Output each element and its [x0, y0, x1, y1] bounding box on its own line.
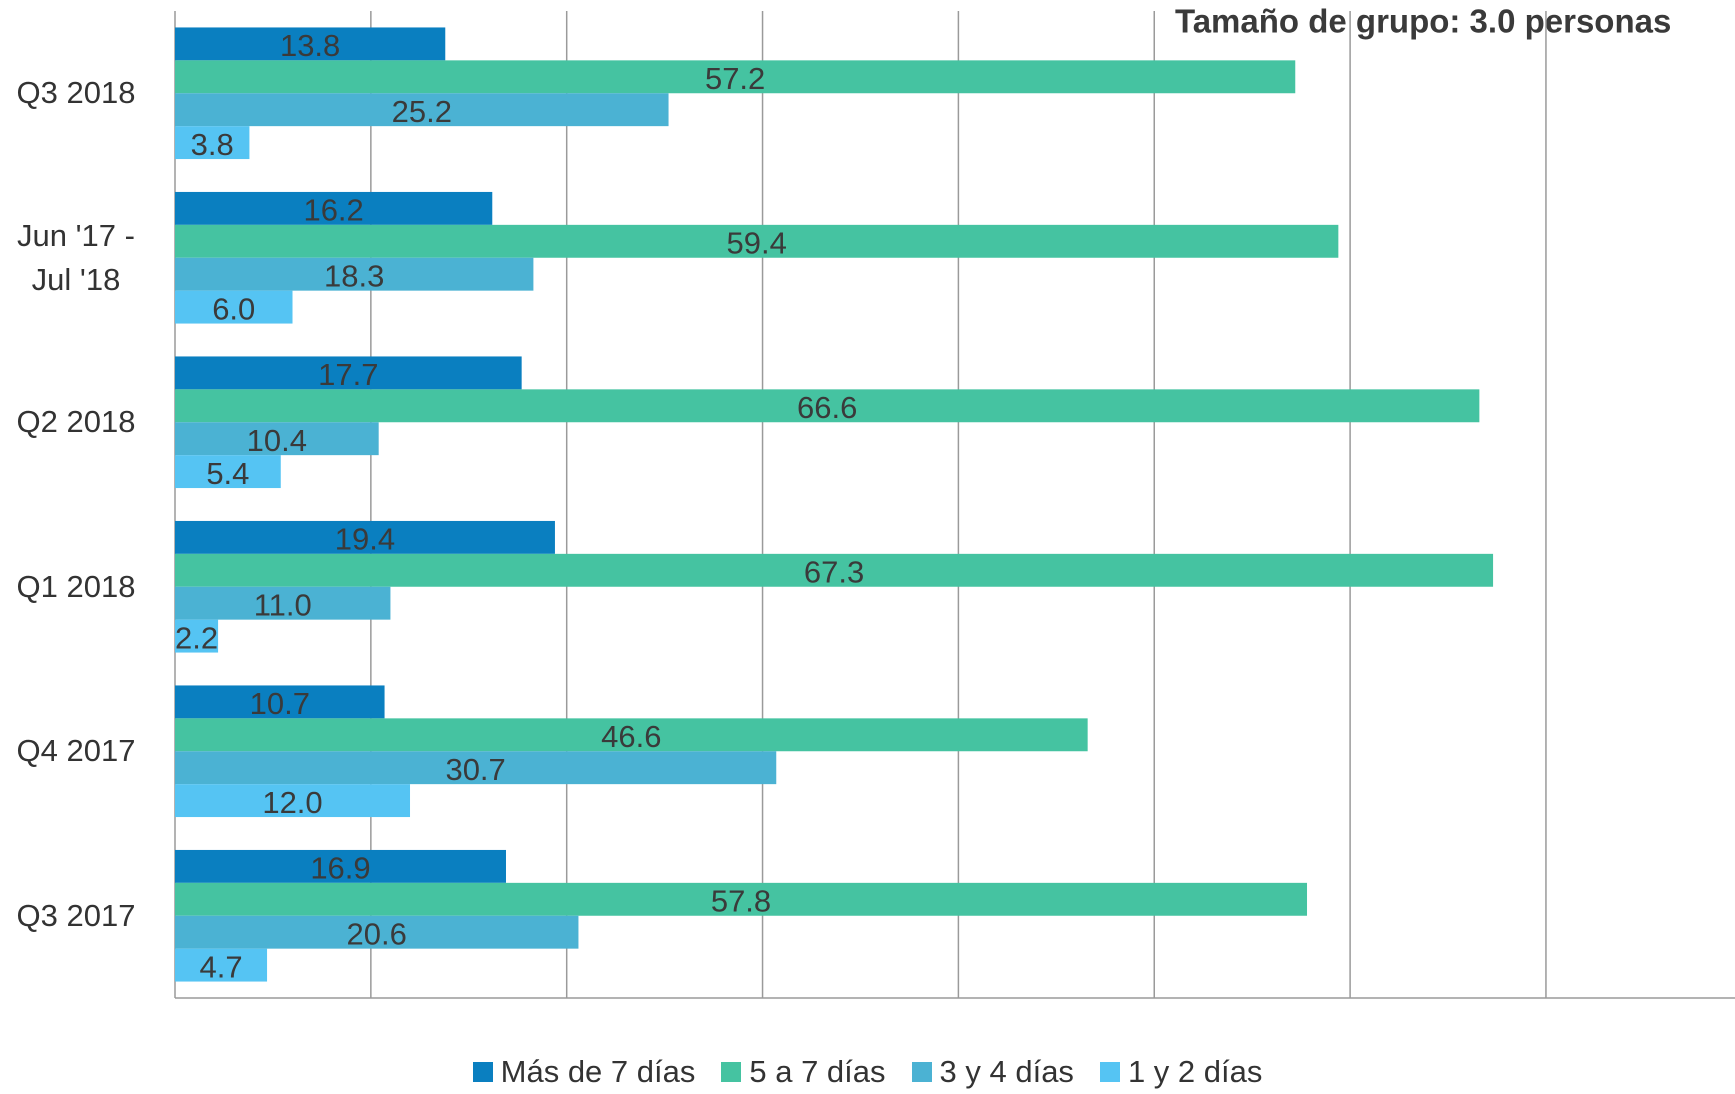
- data-label: 59.4: [727, 225, 787, 260]
- bar: [175, 224, 1339, 258]
- bar: [175, 586, 391, 620]
- data-label: 4.7: [199, 949, 242, 984]
- bar: [175, 126, 250, 160]
- data-label: 20.6: [347, 916, 407, 951]
- bar: [175, 257, 534, 291]
- bar: [175, 685, 385, 719]
- y-tick-label: Q1 2018: [16, 568, 136, 604]
- data-label: 16.2: [303, 193, 363, 228]
- bar: [175, 751, 777, 785]
- data-label: 12.0: [262, 785, 322, 820]
- legend-item: 5 a 7 días: [721, 1054, 886, 1090]
- bar: [175, 882, 1308, 916]
- bar: [175, 718, 1088, 752]
- y-tick-label: Q3 2017: [16, 897, 136, 933]
- data-label: 57.8: [711, 883, 771, 918]
- bar: [175, 356, 522, 390]
- data-label: 18.3: [324, 258, 384, 293]
- legend-item: Más de 7 días: [472, 1054, 696, 1090]
- data-label: 10.7: [250, 686, 310, 721]
- bar: [175, 553, 1494, 587]
- bar: [175, 520, 555, 554]
- legend-label: 5 a 7 días: [749, 1054, 886, 1089]
- legend: Más de 7 días 5 a 7 días 3 y 4 días 1 y 2 d…: [0, 1054, 1735, 1090]
- bar: [175, 455, 281, 489]
- data-label: 17.7: [318, 357, 378, 392]
- bar: [175, 619, 219, 653]
- data-label: 57.2: [705, 61, 765, 96]
- legend-swatch: [911, 1062, 932, 1082]
- legend-swatch: [472, 1062, 493, 1082]
- bar: [175, 191, 493, 225]
- legend-item: 1 y 2 días: [1099, 1054, 1263, 1090]
- data-label: 10.4: [247, 423, 307, 458]
- data-label: 66.6: [797, 390, 857, 425]
- data-label: 11.0: [254, 587, 312, 622]
- bar: [175, 290, 293, 324]
- data-label: 6.0: [212, 291, 255, 326]
- y-tick-label: Jun '17 - Jul '18: [17, 217, 135, 297]
- legend-label: 3 y 4 días: [939, 1054, 1074, 1089]
- data-label: 2.2: [175, 620, 218, 655]
- y-tick-label: Q3 2018: [16, 75, 136, 111]
- bar: [175, 948, 268, 982]
- bar: [175, 915, 579, 949]
- legend-swatch: [1099, 1062, 1120, 1082]
- bar: [175, 60, 1296, 94]
- bar: [175, 389, 1480, 423]
- data-label: 3.8: [191, 127, 234, 162]
- bar: [175, 27, 446, 61]
- data-label: 13.8: [280, 28, 340, 63]
- bar: [175, 849, 506, 883]
- bar: [175, 422, 379, 456]
- legend-label: 1 y 2 días: [1127, 1054, 1263, 1089]
- data-label: 16.9: [310, 851, 370, 886]
- data-label: 67.3: [804, 554, 864, 589]
- data-label: 5.4: [206, 456, 249, 491]
- y-tick-label: Q4 2017: [16, 733, 136, 769]
- y-tick-label: Q2 2018: [16, 404, 136, 440]
- data-label: 30.7: [445, 752, 505, 787]
- data-label: 19.4: [335, 522, 395, 557]
- data-label: 25.2: [392, 94, 452, 129]
- data-label: 46.6: [601, 719, 661, 754]
- legend-swatch: [721, 1062, 742, 1082]
- legend-item: 3 y 4 días: [911, 1054, 1074, 1090]
- chart-title: Tamaño de grupo: 3.0 personas: [1175, 3, 1671, 40]
- bar: [175, 784, 411, 818]
- legend-label: Más de 7 días: [500, 1054, 696, 1089]
- bar: [175, 93, 669, 127]
